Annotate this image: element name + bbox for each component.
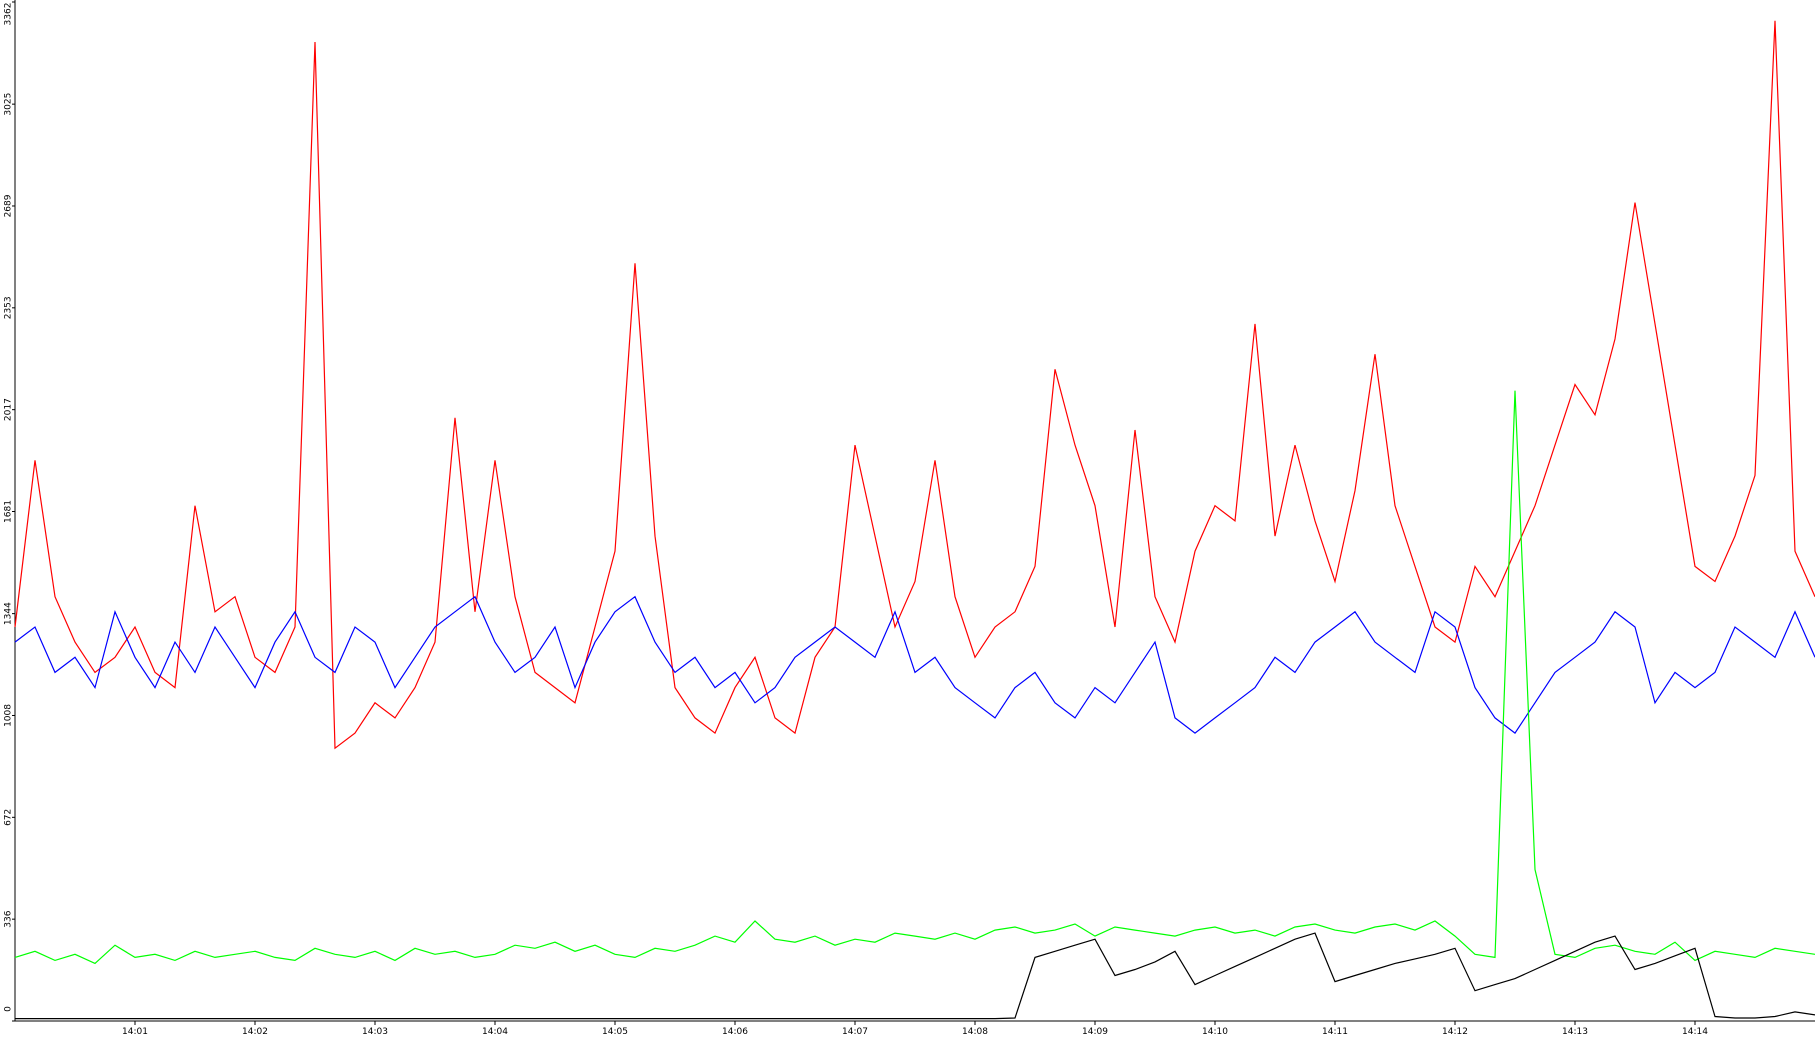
y-tick-label: 2353 <box>4 296 14 319</box>
x-tick-label: 14:06 <box>722 1027 748 1037</box>
x-tick-label: 14:04 <box>482 1027 508 1037</box>
x-tick-label: 14:03 <box>362 1027 388 1037</box>
x-tick-label: 14:01 <box>122 1027 148 1037</box>
y-tick-label: 2689 <box>4 194 14 217</box>
y-tick-label: 1008 <box>4 704 14 727</box>
y-tick-label: 0 <box>4 1006 14 1012</box>
x-tick-label: 14:10 <box>1202 1027 1228 1037</box>
y-tick-label: 336 <box>4 910 14 927</box>
y-tick-label: 1681 <box>4 500 14 523</box>
x-tick-label: 14:08 <box>962 1027 988 1037</box>
x-tick-label: 14:07 <box>842 1027 868 1037</box>
series-line <box>15 932 1815 1020</box>
x-tick-label: 14:12 <box>1442 1027 1468 1037</box>
x-tick-label: 14:11 <box>1322 1027 1348 1037</box>
y-tick-label: 3362 <box>4 3 14 26</box>
y-tick-label: 672 <box>4 809 14 826</box>
x-tick-label: 14:14 <box>1682 1027 1708 1037</box>
x-tick-label: 14:05 <box>602 1027 628 1037</box>
series-line <box>14 20 1815 750</box>
y-tick-label: 1344 <box>4 602 14 625</box>
y-tick-label: 3025 <box>4 93 14 116</box>
series-line <box>14 595 1815 734</box>
series-line <box>14 390 1815 965</box>
y-tick-label: 2017 <box>4 398 14 421</box>
x-tick-label: 14:13 <box>1562 1027 1588 1037</box>
x-tick-label: 14:09 <box>1082 1027 1108 1037</box>
x-tick-label: 14:02 <box>242 1027 268 1037</box>
